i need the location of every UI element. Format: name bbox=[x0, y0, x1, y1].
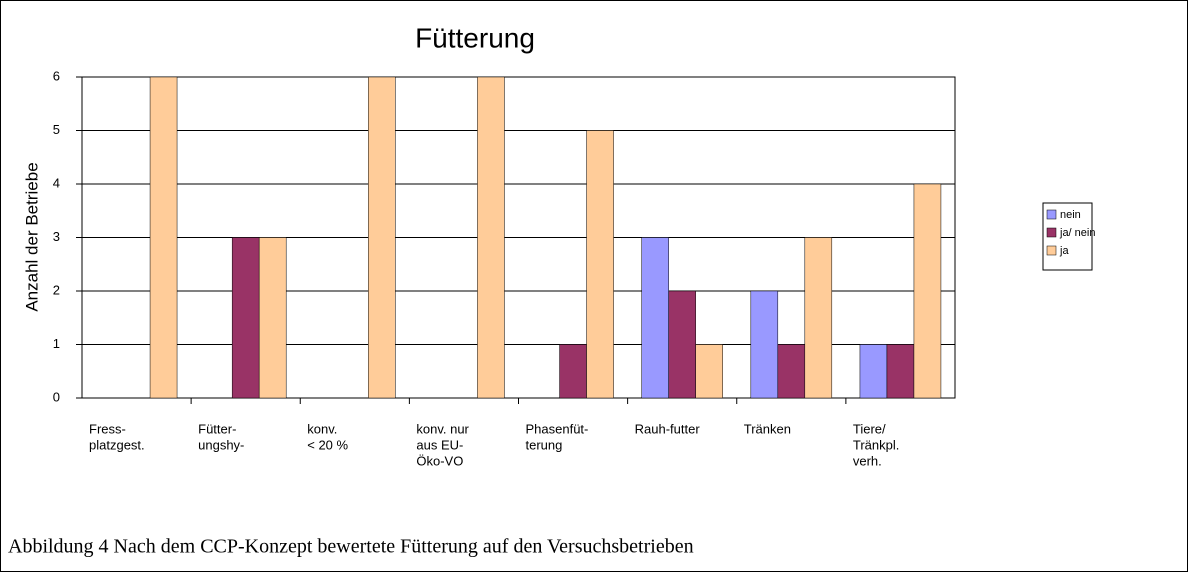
x-tick-label: Fress- bbox=[89, 421, 126, 436]
bar bbox=[750, 290, 779, 399]
x-tick-label: Tränken bbox=[744, 421, 791, 436]
x-tick-label: verh. bbox=[853, 453, 882, 468]
bar bbox=[149, 76, 178, 399]
x-tick-label: Rauh-futter bbox=[635, 421, 701, 436]
y-tick-label: 1 bbox=[53, 336, 60, 351]
bar bbox=[859, 344, 888, 399]
bar bbox=[559, 344, 587, 399]
bar bbox=[668, 290, 696, 399]
bar bbox=[258, 237, 287, 399]
x-tick-label: Phasenfüt- bbox=[526, 421, 589, 436]
bar bbox=[477, 76, 505, 399]
bar bbox=[804, 237, 833, 399]
bar bbox=[913, 183, 942, 399]
bar bbox=[641, 237, 669, 399]
x-tick-label: Tiere/ bbox=[853, 421, 886, 436]
bar bbox=[777, 344, 806, 399]
legend-label: ja/ nein bbox=[1059, 227, 1095, 239]
legend-swatch bbox=[1046, 245, 1057, 256]
x-tick-label: konv. bbox=[307, 421, 337, 436]
legend-label: nein bbox=[1060, 209, 1081, 221]
x-tick-label: terung bbox=[526, 437, 563, 452]
chart-title: Fütterung bbox=[415, 22, 535, 53]
x-tick-label: aus EU- bbox=[416, 437, 463, 452]
x-tick-label: Fütter- bbox=[198, 421, 236, 436]
bar bbox=[586, 130, 614, 399]
y-tick-label: 0 bbox=[53, 389, 60, 404]
x-tick-label: platzgest. bbox=[89, 437, 145, 452]
bar bbox=[886, 344, 915, 399]
x-tick-label: Öko-VO bbox=[416, 453, 463, 468]
x-tick-label: Tränkpl. bbox=[853, 437, 899, 452]
legend-swatch bbox=[1046, 227, 1057, 238]
legend-swatch bbox=[1046, 209, 1057, 220]
x-tick-label: ungshy- bbox=[198, 437, 244, 452]
x-tick-label: konv. nur bbox=[416, 421, 469, 436]
legend-label: ja bbox=[1059, 245, 1069, 257]
y-tick-label: 2 bbox=[53, 282, 60, 297]
bar bbox=[231, 237, 260, 399]
y-tick-label: 3 bbox=[53, 229, 60, 244]
y-tick-label: 4 bbox=[53, 175, 60, 190]
x-tick-label: < 20 % bbox=[307, 437, 348, 452]
bar bbox=[368, 76, 396, 399]
caption: Abbildung 4 Nach dem CCP-Konzept bewerte… bbox=[8, 536, 694, 558]
bar bbox=[695, 344, 723, 399]
y-tick-label: 5 bbox=[53, 122, 60, 137]
y-axis-label: Anzahl der Betriebe bbox=[22, 162, 41, 311]
y-tick-label: 6 bbox=[53, 68, 60, 83]
